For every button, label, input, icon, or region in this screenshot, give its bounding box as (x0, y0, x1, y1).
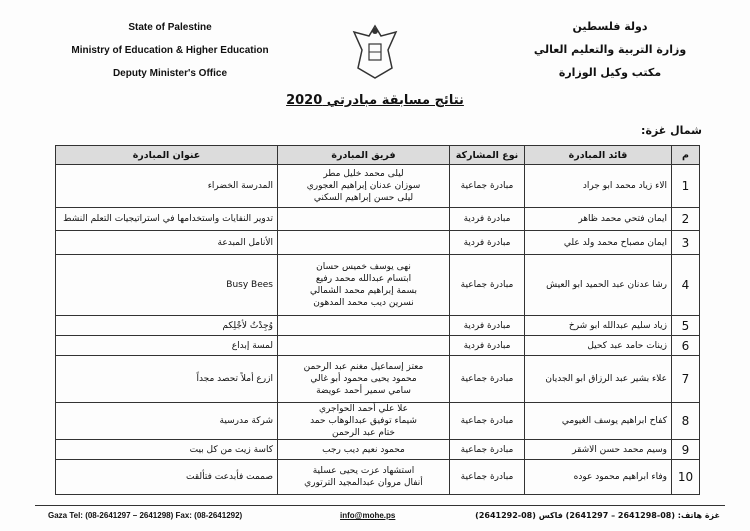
initiative-title: تدوير النفايات واستخدامها في استراتيجيات… (55, 207, 278, 231)
column-header: عنوان المبادرة (55, 145, 278, 165)
table-row: 3 ايمان مصباح محمد ولد علي مبادرة فردية الأ… (55, 230, 700, 255)
footer-email: info@mohe.ps (340, 511, 396, 520)
team-member: ختام عبد الرحمن (332, 428, 395, 438)
team-cell: محمود نعيم ديب رجب (277, 439, 450, 460)
leader-name: الاء زياد محمد ابو جراد (524, 164, 672, 208)
leader-name: ايمان مصباح محمد ولد علي (524, 230, 672, 255)
participation-type: مبادرة فردية (449, 230, 525, 255)
initiative-title: ازرع أملاً تحصد مجداً (55, 355, 278, 403)
header-line: وزارة التربية والتعليم العالي (533, 43, 687, 56)
column-header: قائد المبادرة (524, 145, 672, 165)
team-member: بسمة إبراهيم محمد الشمالي (309, 286, 418, 296)
row-number: 5 (671, 315, 700, 336)
team-cell: نهى يوسف خميس حسان ابتسام عبدالله محمد رف… (277, 254, 450, 316)
row-number: 3 (671, 230, 700, 255)
table-row: 2 ايمان فتحي محمد ظاهر مبادرة فردية تدوير ا… (55, 207, 700, 231)
row-number: 6 (671, 335, 700, 356)
participation-type: مبادرة جماعية (449, 439, 525, 460)
initiative-title: وُجِدْتُ لأجْلِكم (55, 315, 278, 336)
team-member: نهى يوسف خميس حسان (316, 262, 411, 272)
team-member: محمود يحيى محمود أبو غالي (310, 374, 417, 384)
results-table: م قائد المبادرة نوع المشاركة فريق المبادرة ع… (55, 145, 700, 495)
participation-type: مبادرة جماعية (449, 355, 525, 403)
leader-name: علاء بشير عبد الرزاق ابو الجديان (524, 355, 672, 403)
row-number: 9 (671, 439, 700, 460)
team-cell (277, 230, 450, 255)
team-member: علا علي أحمد الحواجري (319, 404, 408, 414)
header-line: Deputy Minister's Office (112, 68, 228, 79)
team-member: أنفال مروان عبدالمجيد الترتوري (304, 478, 423, 488)
leader-name: رشا عدنان عبد الحميد ابو العيش (524, 254, 672, 316)
table-row: 7 علاء بشير عبد الرزاق ابو الجديان مبادرة … (55, 355, 700, 403)
document-title: نتائج مسابقة مبادرتي 2020 (286, 93, 464, 108)
leader-name: ايمان فتحي محمد ظاهر (524, 207, 672, 231)
footer-left: Gaza Tel: (08-2641297 – 2641298) Fax: (0… (48, 511, 243, 520)
team-member: نسرين ديب محمد المدهون (313, 298, 414, 308)
team-cell: علا علي أحمد الحواجري شيماء توفيق عبدالوه… (277, 402, 450, 440)
team-member: شيماء توفيق عبدالوهاب حمد (310, 416, 417, 426)
team-member: معتز إسماعيل مغنم عبد الرحمن (303, 362, 424, 372)
table-row: 6 زينات حامد عبد كحيل مبادرة فردية لمسة إبد… (55, 335, 700, 356)
team-member: محمود نعيم ديب رجب (322, 444, 405, 455)
table-row: 9 وسيم محمد حسن الاشقر مبادرة جماعية محمود … (55, 439, 700, 460)
team-cell: ليلى محمد خليل مطر سوزان عدنان إبراهيم ال… (277, 164, 450, 208)
initiative-title: الأنامل المبدعة (55, 230, 278, 255)
team-cell (277, 335, 450, 356)
participation-type: مبادرة فردية (449, 207, 525, 231)
header-line: Ministry of Education & Higher Education (71, 45, 269, 56)
row-number: 2 (671, 207, 700, 231)
leader-name: وسيم محمد حسن الاشقر (524, 439, 672, 460)
header-row: م قائد المبادرة نوع المشاركة فريق المبادرة ع… (55, 145, 700, 165)
leader-name: وفاء ابراهيم محمود عوده (524, 459, 672, 495)
team-member: ليلى حسن إبراهيم السكني (313, 193, 414, 203)
table-body: 1 الاء زياد محمد ابو جراد مبادرة جماعية ليل… (55, 164, 700, 495)
header-line: State of Palestine (128, 22, 212, 33)
team-member: سامي سمير أحمد عويضة (316, 386, 411, 396)
participation-type: مبادرة فردية (449, 335, 525, 356)
table-row: 5 زياد سليم عبدالله ابو شرخ مبادرة فردية وُ… (55, 315, 700, 336)
participation-type: مبادرة جماعية (449, 459, 525, 495)
team-member: سوزان عدنان إبراهيم العجوري (306, 181, 421, 191)
initiative-title: لمسة إبداع (55, 335, 278, 356)
column-header: فريق المبادرة (277, 145, 450, 165)
table-row: 10 وفاء ابراهيم محمود عوده مبادرة جماعية اس… (55, 459, 700, 495)
table-row: 1 الاء زياد محمد ابو جراد مبادرة جماعية ليل… (55, 164, 700, 208)
participation-type: مبادرة جماعية (449, 402, 525, 440)
footer-right: غزة هاتف: (08-2641298 – 2641297) فاكس (0… (475, 511, 720, 520)
footer-rule (35, 505, 725, 506)
team-member: ليلى محمد خليل مطر (323, 169, 404, 179)
leader-name: كفاح ابراهيم يوسف الغيومي (524, 402, 672, 440)
emblem (352, 24, 398, 79)
initiative-title: صممت فأبدعت فتألقت (55, 459, 278, 495)
table-row: 8 كفاح ابراهيم يوسف الغيومي مبادرة جماعية ع… (55, 402, 700, 440)
column-header: م (671, 145, 700, 165)
section-heading: شمال غزة: (641, 124, 702, 137)
team-cell: استشهاد عزت يحيى عسلية أنفال مروان عبدالم… (277, 459, 450, 495)
row-number: 4 (671, 254, 700, 316)
initiative-title: المدرسة الخضراء (55, 164, 278, 208)
row-number: 7 (671, 355, 700, 403)
initiative-title: Busy Bees (55, 254, 278, 316)
leader-name: زينات حامد عبد كحيل (524, 335, 672, 356)
leader-name: زياد سليم عبدالله ابو شرخ (524, 315, 672, 336)
team-cell (277, 207, 450, 231)
table-row: 4 رشا عدنان عبد الحميد ابو العيش مبادرة جم… (55, 254, 700, 316)
team-member: ابتسام عبدالله محمد رفيع (315, 274, 412, 284)
header-line: دولة فلسطين (572, 20, 648, 33)
column-header: نوع المشاركة (449, 145, 525, 165)
team-cell: معتز إسماعيل مغنم عبد الرحمن محمود يحيى م… (277, 355, 450, 403)
participation-type: مبادرة جماعية (449, 254, 525, 316)
team-cell (277, 315, 450, 336)
participation-type: مبادرة جماعية (449, 164, 525, 208)
team-member: استشهاد عزت يحيى عسلية (312, 466, 415, 476)
row-number: 8 (671, 402, 700, 440)
row-number: 10 (671, 459, 700, 495)
row-number: 1 (671, 164, 700, 208)
initiative-title: كاسة زيت من كل بيت (55, 439, 278, 460)
header-line: مكتب وكيل الوزارة (558, 66, 662, 79)
initiative-title: شركة مدرسية (55, 402, 278, 440)
participation-type: مبادرة فردية (449, 315, 525, 336)
